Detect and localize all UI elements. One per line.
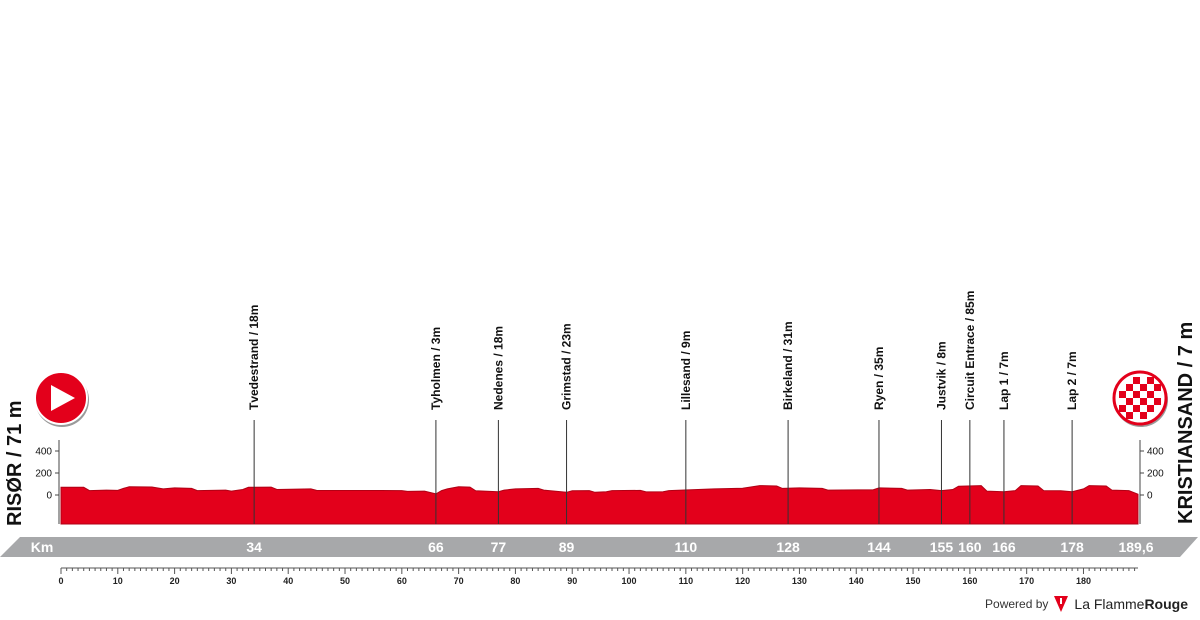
- start-label: RISØR / 71 m: [4, 400, 26, 526]
- km-bar-value: 178: [1060, 539, 1084, 555]
- checkered-flag-square: [1154, 384, 1161, 391]
- altitude-tick-label: 200: [1147, 469, 1164, 480]
- start-arrow-icon: [51, 385, 75, 411]
- checkered-flag-square: [1140, 398, 1147, 405]
- checkered-flag-square: [1133, 391, 1140, 398]
- km-bar-value: 144: [867, 539, 891, 555]
- brand-bold: Rouge: [1144, 596, 1188, 612]
- km-bar-title: Km: [31, 539, 54, 555]
- altitude-tick-label: 0: [46, 491, 52, 502]
- distance-tick-label: 120: [735, 576, 750, 586]
- distance-tick-label: 160: [962, 576, 977, 586]
- brand-name: La FlammeRouge: [1074, 596, 1188, 612]
- waypoint-label: Lap 2 / 7m: [1065, 351, 1079, 410]
- waypoint-label: Circuit Entrace / 85m: [963, 291, 977, 410]
- km-bar-value: 77: [491, 539, 507, 555]
- altitude-axes: 400 200 0 400 200 0: [35, 440, 1164, 524]
- distance-tick-label: 90: [567, 576, 577, 586]
- distance-tick-label: 30: [226, 576, 236, 586]
- altitude-tick-label: 400: [1147, 447, 1164, 458]
- distance-tick-label: 130: [792, 576, 807, 586]
- distance-tick-label: 20: [170, 576, 180, 586]
- waypoint-label: Lap 1 / 7m: [997, 351, 1011, 410]
- elevation-area: [60, 485, 1139, 525]
- waypoint-label: Ryen / 35m: [872, 347, 886, 410]
- km-bar-total: 189,6: [1118, 539, 1153, 555]
- distance-tick-label: 140: [849, 576, 864, 586]
- km-bar-value: 34: [246, 539, 262, 555]
- checkered-flag-square: [1140, 412, 1147, 419]
- altitude-tick-label: 400: [35, 447, 52, 458]
- checkered-flag-square: [1119, 391, 1126, 398]
- distance-axis: 0 10 20 30 40 50 60 70 80 90 100 110 120 130 140 150 160…: [58, 567, 1138, 586]
- distance-tick-label: 10: [113, 576, 123, 586]
- checkered-flag-square: [1126, 384, 1133, 391]
- km-bar-value: 110: [675, 539, 698, 555]
- checkered-flag-square: [1119, 405, 1126, 412]
- altitude-tick-label: 200: [35, 469, 52, 480]
- distance-tick-label: 100: [622, 576, 637, 586]
- start-finish: RISØR / 71 m KRISTIANSAND / 7 m: [4, 322, 1197, 526]
- distance-tick-label: 0: [58, 576, 63, 586]
- checkered-flag-square: [1126, 412, 1133, 419]
- waypoint-label: Justvik / 8m: [934, 341, 948, 410]
- km-bar-value: 89: [559, 539, 575, 555]
- km-bar-value: 155: [930, 539, 954, 555]
- checkered-flag-square: [1147, 391, 1154, 398]
- checkered-flag-square: [1154, 398, 1161, 405]
- distance-tick-label: 180: [1076, 576, 1091, 586]
- distance-tick-label: 110: [679, 576, 694, 586]
- checkered-flag-square: [1126, 398, 1133, 405]
- checkered-flag-square: [1133, 377, 1140, 384]
- powered-by-text: Powered by: [985, 597, 1049, 611]
- flamme-rouge-logo-icon: [1054, 596, 1069, 612]
- distance-tick-label: 170: [1019, 576, 1034, 586]
- checkered-flag-square: [1133, 405, 1140, 412]
- waypoint-label: Lillesand / 9m: [679, 331, 693, 410]
- waypoint-markers: Tvedestrand / 18m Tyholmen / 3m Nedenes / …: [247, 291, 1079, 524]
- altitude-tick-label: 0: [1147, 491, 1153, 502]
- waypoint-label: Birkeland / 31m: [781, 321, 795, 410]
- km-bar-value: 166: [992, 539, 1016, 555]
- waypoint-label: Grimstad / 23m: [560, 323, 574, 410]
- distance-tick-label: 40: [283, 576, 293, 586]
- waypoint-label: Nedenes / 18m: [491, 326, 505, 410]
- distance-tick-label: 80: [510, 576, 520, 586]
- km-bar-value: 66: [428, 539, 444, 555]
- checkered-flag-square: [1147, 377, 1154, 384]
- finish-label: KRISTIANSAND / 7 m: [1175, 322, 1197, 524]
- powered-by-credit: Powered by La FlammeRouge: [985, 596, 1188, 612]
- distance-tick-label: 50: [340, 576, 350, 586]
- checkered-flag-square: [1147, 405, 1154, 412]
- distance-tick-label: 60: [397, 576, 407, 586]
- checkered-flag-square: [1140, 384, 1147, 391]
- distance-tick-label: 150: [906, 576, 921, 586]
- distance-tick-label: 70: [454, 576, 464, 586]
- waypoint-label: Tyholmen / 3m: [429, 327, 443, 410]
- elevation-profile: [60, 485, 1139, 525]
- km-bar-value: 160: [958, 539, 982, 555]
- km-bar: Km 34 66 77 89 110 128 144 155 160 166 178 189,6: [0, 537, 1198, 557]
- km-bar-band: [0, 537, 1198, 557]
- waypoint-label: Tvedestrand / 18m: [247, 305, 261, 410]
- km-bar-value: 128: [776, 539, 800, 555]
- brand-plain: La Flamme: [1074, 596, 1145, 612]
